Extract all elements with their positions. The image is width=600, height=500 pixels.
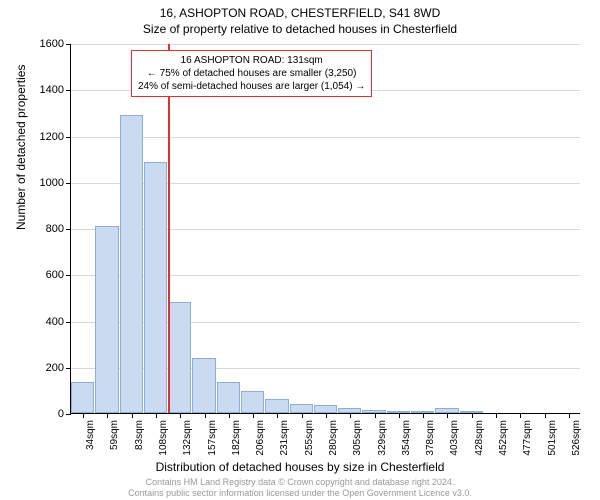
xtick-label: 526sqm: [571, 420, 582, 456]
footer-line1: Contains HM Land Registry data © Crown c…: [0, 477, 600, 487]
ytick-mark: [66, 368, 71, 369]
xtick-label: 305sqm: [352, 420, 363, 456]
xtick-label: 157sqm: [207, 420, 218, 456]
plot-area: 16 ASHOPTON ROAD: 131sqm← 75% of detache…: [70, 44, 580, 414]
histogram-bar: [95, 226, 118, 413]
xtick-label: 477sqm: [522, 420, 533, 456]
x-axis-label: Distribution of detached houses by size …: [0, 460, 600, 474]
xtick-label: 206sqm: [255, 420, 266, 456]
ytick-mark: [66, 229, 71, 230]
title-subtitle: Size of property relative to detached ho…: [0, 22, 600, 36]
histogram-bar: [120, 115, 143, 413]
histogram-bar: [192, 358, 215, 414]
xtick-mark: [253, 413, 254, 418]
xtick-mark: [132, 413, 133, 418]
xtick-mark: [520, 413, 521, 418]
xtick-mark: [83, 413, 84, 418]
histogram-bar: [71, 382, 94, 413]
xtick-label: 255sqm: [304, 420, 315, 456]
annotation-line1: 16 ASHOPTON ROAD: 131sqm: [138, 54, 365, 67]
histogram-bar: [144, 162, 167, 413]
title-address: 16, ASHOPTON ROAD, CHESTERFIELD, S41 8WD: [0, 6, 600, 20]
xtick-label: 231sqm: [279, 420, 290, 456]
xtick-mark: [472, 413, 473, 418]
histogram-bar: [168, 302, 191, 413]
xtick-mark: [399, 413, 400, 418]
xtick-label: 403sqm: [449, 420, 460, 456]
xtick-mark: [302, 413, 303, 418]
annotation-box: 16 ASHOPTON ROAD: 131sqm← 75% of detache…: [131, 50, 372, 97]
xtick-mark: [326, 413, 327, 418]
xtick-mark: [375, 413, 376, 418]
xtick-label: 59sqm: [109, 420, 120, 450]
ytick-mark: [66, 137, 71, 138]
ytick-label: 0: [24, 408, 64, 420]
ytick-mark: [66, 90, 71, 91]
xtick-label: 329sqm: [377, 420, 388, 456]
footer-attribution: Contains HM Land Registry data © Crown c…: [0, 477, 600, 498]
ytick-label: 1400: [24, 84, 64, 96]
footer-line2: Contains public sector information licen…: [0, 488, 600, 498]
ytick-mark: [66, 322, 71, 323]
xtick-label: 378sqm: [425, 420, 436, 456]
ytick-label: 600: [24, 269, 64, 281]
xtick-label: 354sqm: [401, 420, 412, 456]
xtick-label: 428sqm: [474, 420, 485, 456]
histogram-bar: [290, 404, 313, 413]
grid-line: [71, 137, 580, 138]
ytick-label: 1000: [24, 177, 64, 189]
xtick-label: 280sqm: [328, 420, 339, 456]
xtick-mark: [350, 413, 351, 418]
xtick-label: 452sqm: [498, 420, 509, 456]
xtick-mark: [545, 413, 546, 418]
property-marker-line: [168, 44, 170, 413]
chart-container: 16, ASHOPTON ROAD, CHESTERFIELD, S41 8WD…: [0, 0, 600, 500]
histogram-bar: [241, 391, 264, 413]
xtick-label: 132sqm: [182, 420, 193, 456]
xtick-mark: [107, 413, 108, 418]
xtick-mark: [447, 413, 448, 418]
xtick-mark: [205, 413, 206, 418]
ytick-label: 200: [24, 362, 64, 374]
xtick-mark: [180, 413, 181, 418]
annotation-line3: 24% of semi-detached houses are larger (…: [138, 80, 365, 93]
ytick-label: 1600: [24, 38, 64, 50]
ytick-label: 800: [24, 223, 64, 235]
xtick-mark: [156, 413, 157, 418]
xtick-label: 108sqm: [158, 420, 169, 456]
xtick-mark: [277, 413, 278, 418]
ytick-mark: [66, 275, 71, 276]
xtick-label: 83sqm: [134, 420, 145, 450]
grid-line: [71, 44, 580, 45]
xtick-label: 501sqm: [547, 420, 558, 456]
xtick-mark: [569, 413, 570, 418]
ytick-mark: [66, 183, 71, 184]
ytick-label: 1200: [24, 131, 64, 143]
xtick-mark: [229, 413, 230, 418]
xtick-mark: [423, 413, 424, 418]
xtick-label: 182sqm: [231, 420, 242, 456]
xtick-label: 34sqm: [85, 420, 96, 450]
ytick-label: 400: [24, 316, 64, 328]
annotation-line2: ← 75% of detached houses are smaller (3,…: [138, 67, 365, 80]
xtick-mark: [496, 413, 497, 418]
histogram-bar: [217, 382, 240, 413]
histogram-bar: [314, 405, 337, 413]
ytick-mark: [66, 414, 71, 415]
ytick-mark: [66, 44, 71, 45]
histogram-bar: [265, 399, 288, 413]
